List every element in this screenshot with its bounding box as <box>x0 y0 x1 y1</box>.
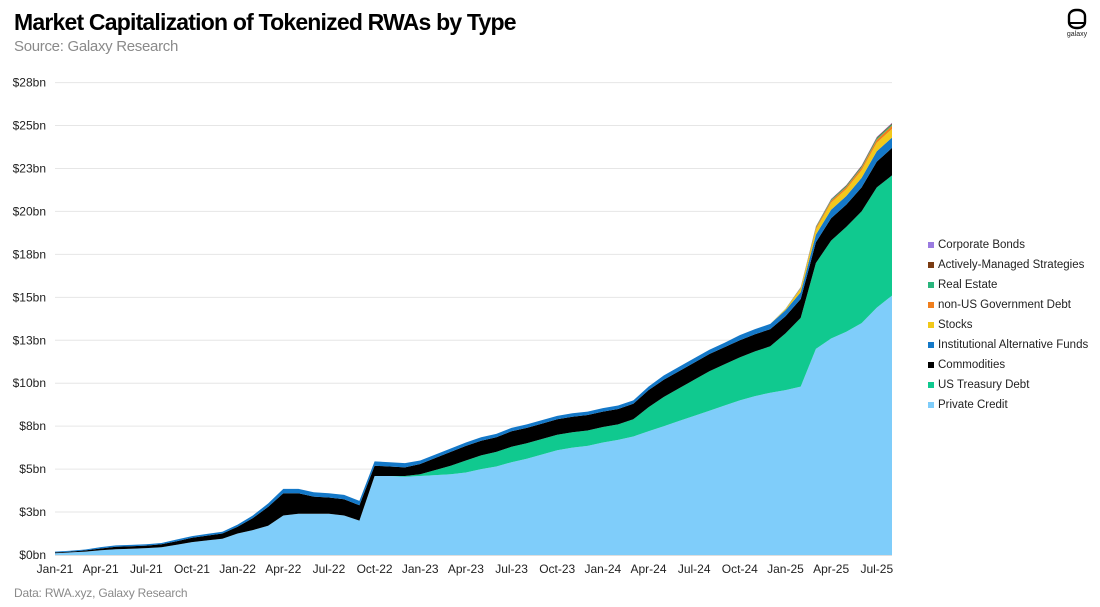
x-tick-label: Jan-22 <box>219 562 256 576</box>
y-tick-label: $5bn <box>19 462 46 476</box>
galaxy-logo-icon <box>1067 8 1087 30</box>
x-tick-label: Oct-23 <box>539 562 575 576</box>
x-tick-label: Apr-23 <box>448 562 484 576</box>
legend-item: Commodities <box>928 355 1088 375</box>
chart-legend: Corporate Bonds Actively-Managed Strategi… <box>928 235 1088 415</box>
legend-swatch <box>928 242 934 248</box>
legend-swatch <box>928 262 934 268</box>
x-tick-label: Jul-25 <box>860 562 893 576</box>
x-tick-label: Jul-24 <box>678 562 711 576</box>
legend-item: Private Credit <box>928 395 1088 415</box>
legend-swatch <box>928 362 934 368</box>
x-tick-label: Jan-23 <box>402 562 439 576</box>
x-tick-label: Apr-25 <box>813 562 849 576</box>
legend-item: Institutional Alternative Funds <box>928 335 1088 355</box>
legend-label: Commodities <box>938 359 1006 371</box>
x-tick-label: Jul-22 <box>313 562 346 576</box>
legend-label: non-US Government Debt <box>938 299 1071 311</box>
y-tick-label: $13bn <box>13 333 46 347</box>
x-tick-label: Jan-24 <box>585 562 622 576</box>
legend-swatch <box>928 382 934 388</box>
y-tick-label: $25bn <box>13 119 46 133</box>
legend-label: Real Estate <box>938 279 998 291</box>
x-tick-label: Oct-22 <box>357 562 393 576</box>
legend-label: US Treasury Debt <box>938 379 1030 391</box>
chart-subtitle: Source: Galaxy Research <box>14 38 179 55</box>
area-series-commodities <box>55 147 892 554</box>
legend-label: Institutional Alternative Funds <box>938 339 1089 351</box>
legend-item: non-US Government Debt <box>928 295 1088 315</box>
x-tick-label: Jan-21 <box>37 562 74 576</box>
chart-title: Market Capitalization of Tokenized RWAs … <box>14 9 517 35</box>
y-tick-label: $10bn <box>13 376 46 390</box>
y-tick-label: $0bn <box>19 548 46 562</box>
legend-swatch <box>928 322 934 328</box>
y-tick-label: $18bn <box>13 247 46 261</box>
x-tick-label: Jul-23 <box>495 562 528 576</box>
x-tick-label: Apr-21 <box>83 562 119 576</box>
galaxy-logo-text: galaxy <box>1066 31 1088 38</box>
x-tick-label: Apr-24 <box>630 562 666 576</box>
legend-item: Stocks <box>928 315 1088 335</box>
area-series-institutional-alternative-funds <box>55 137 892 553</box>
legend-label: Corporate Bonds <box>938 239 1025 251</box>
legend-item: US Treasury Debt <box>928 375 1088 395</box>
y-tick-label: $20bn <box>13 204 46 218</box>
x-tick-label: Jan-25 <box>767 562 804 576</box>
x-tick-label: Oct-24 <box>722 562 758 576</box>
y-tick-label: $28bn <box>13 76 46 90</box>
area-series-private-credit <box>55 295 892 555</box>
legend-item: Actively-Managed Strategies <box>928 255 1088 275</box>
legend-swatch <box>928 302 934 308</box>
legend-label: Private Credit <box>938 399 1008 411</box>
y-tick-label: $23bn <box>13 161 46 175</box>
legend-label: Actively-Managed Strategies <box>938 259 1085 271</box>
legend-swatch <box>928 402 934 408</box>
legend-swatch <box>928 342 934 348</box>
data-source-footer: Data: RWA.xyz, Galaxy Research <box>14 586 188 600</box>
y-tick-label: $15bn <box>13 290 46 304</box>
legend-item: Real Estate <box>928 275 1088 295</box>
x-tick-label: Jul-21 <box>130 562 163 576</box>
legend-label: Stocks <box>938 319 973 331</box>
x-tick-label: Apr-22 <box>265 562 301 576</box>
x-tick-label: Oct-21 <box>174 562 210 576</box>
area-series-us-treasury-debt <box>55 175 892 554</box>
y-tick-label: $3bn <box>19 505 46 519</box>
y-tick-label: $8bn <box>19 419 46 433</box>
galaxy-logo: galaxy <box>1063 8 1091 38</box>
legend-item: Corporate Bonds <box>928 235 1088 255</box>
legend-swatch <box>928 282 934 288</box>
